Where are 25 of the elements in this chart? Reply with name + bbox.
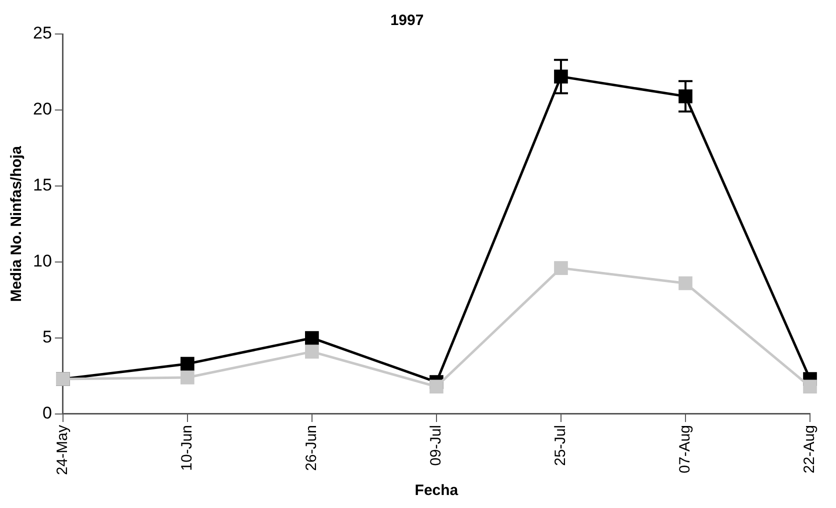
point <box>180 370 194 384</box>
point <box>305 331 319 345</box>
x-tick-label: 10-Jun <box>178 424 196 471</box>
x-tick-label: 09-Jul <box>428 424 445 466</box>
y-tick-label: 15 <box>32 176 52 195</box>
point <box>430 380 444 394</box>
point <box>554 261 568 275</box>
x-tick-label: 22-Aug <box>801 424 818 474</box>
y-tick-label: 20 <box>32 100 52 119</box>
x-tick-label: 07-Aug <box>676 424 694 474</box>
point <box>305 344 319 359</box>
point <box>678 276 692 290</box>
x-axis-title: Fecha <box>414 482 459 500</box>
y-tick-label: 10 <box>32 252 52 271</box>
point <box>180 356 194 371</box>
point <box>554 70 568 84</box>
point <box>803 380 817 394</box>
x-tick-label: 24-May <box>54 424 72 476</box>
y-axis-title: Media No. Ninfas/hoja <box>8 145 26 302</box>
y-tick-label: 0 <box>42 404 52 423</box>
x-tick-label: 26-Jun <box>303 424 320 471</box>
y-tick-label: 5 <box>42 328 52 347</box>
y-tick-label: 25 <box>32 24 52 43</box>
chart-title: 1997 <box>390 12 424 30</box>
x-tick-label: 25-Jul <box>552 424 570 466</box>
